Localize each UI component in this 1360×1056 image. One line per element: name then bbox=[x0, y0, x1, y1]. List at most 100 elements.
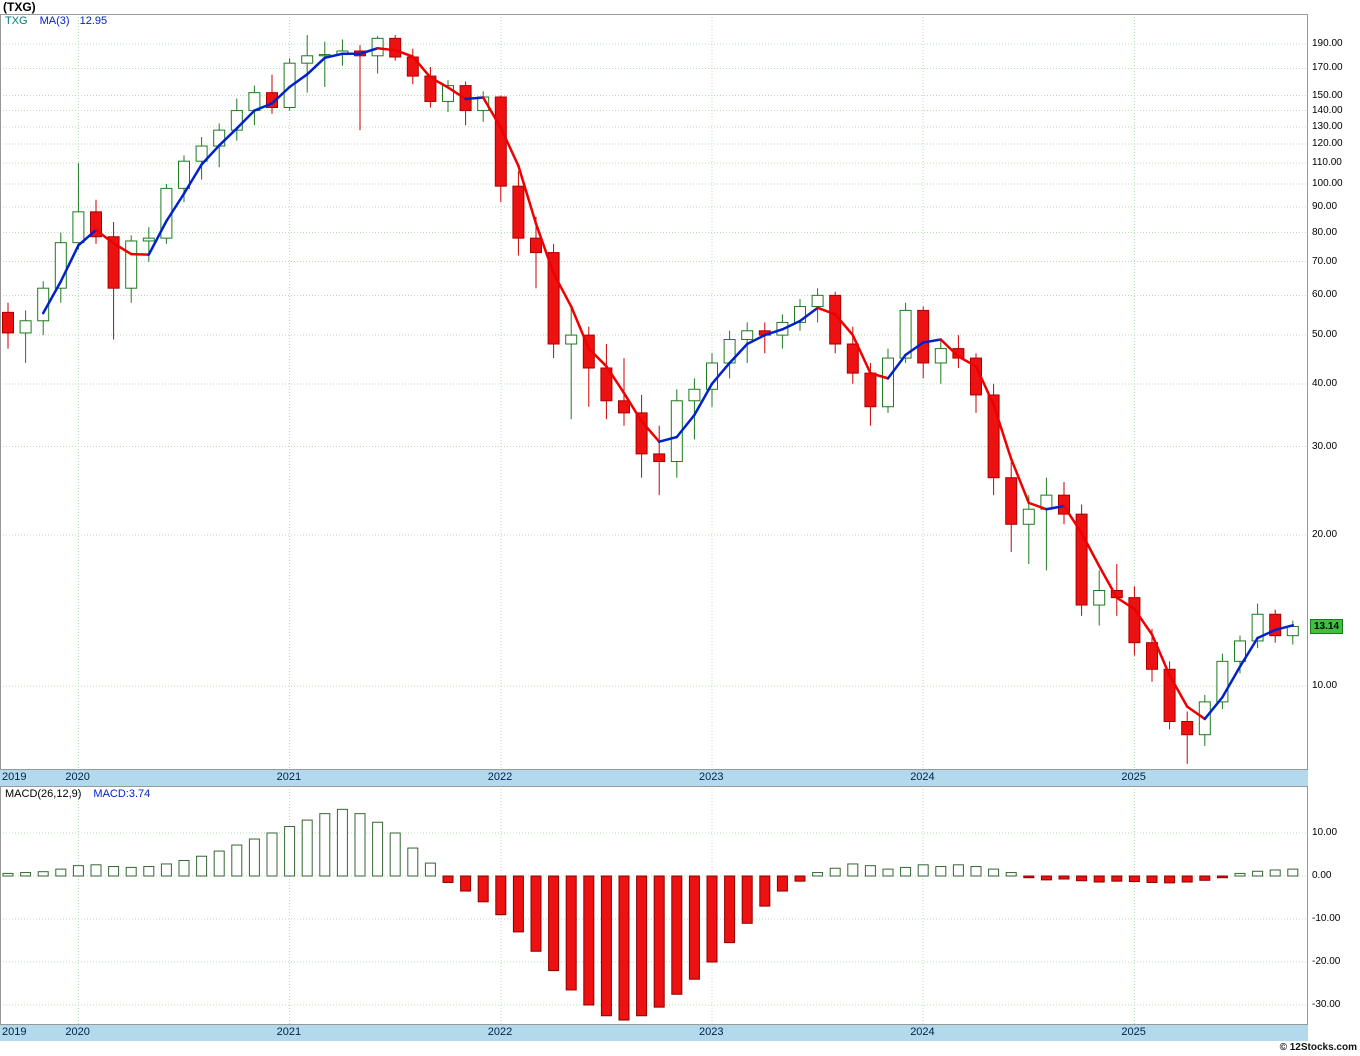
macd-axis-label: 10.00 bbox=[1312, 827, 1338, 838]
macd-legend: MACD(26,12,9) MACD:3.74 bbox=[5, 788, 160, 800]
ma-segment bbox=[376, 46, 397, 52]
macd-bar bbox=[952, 864, 964, 877]
current-price-tag: 13.14 bbox=[1310, 618, 1344, 634]
macd-bar bbox=[477, 875, 489, 903]
candle-body bbox=[1022, 508, 1035, 525]
year-label: 2021 bbox=[276, 771, 302, 783]
macd-bar bbox=[618, 875, 630, 1021]
ma-segment bbox=[798, 306, 819, 323]
macd-bar bbox=[1111, 875, 1123, 882]
candle-body bbox=[54, 242, 67, 289]
macd-bar bbox=[460, 875, 472, 892]
candle-body bbox=[142, 237, 155, 242]
ma-segment bbox=[129, 252, 151, 256]
macd-bar bbox=[1093, 875, 1105, 883]
ma-segment bbox=[1062, 504, 1083, 535]
macd-bar bbox=[90, 864, 102, 877]
pane-borders bbox=[0, 14, 1308, 1025]
ma-segment bbox=[745, 333, 767, 346]
ma-segment bbox=[781, 319, 802, 331]
ma-segment bbox=[1168, 674, 1189, 708]
price-axis-label: 60.00 bbox=[1312, 289, 1338, 301]
price-axis-label: 190.00 bbox=[1312, 38, 1343, 49]
ma-segment bbox=[1150, 633, 1171, 677]
year-label: 2020 bbox=[65, 771, 90, 783]
candle-body bbox=[1234, 640, 1246, 662]
year-label: 2023 bbox=[699, 771, 724, 783]
price-axis-label: 140.00 bbox=[1312, 104, 1343, 116]
ma-segment bbox=[904, 341, 925, 357]
ma-segment bbox=[675, 413, 696, 439]
candle-body bbox=[1216, 660, 1229, 703]
page-title: (TXG) bbox=[3, 0, 36, 14]
macd-bar bbox=[671, 875, 683, 995]
ma-segment bbox=[569, 305, 591, 350]
macd-bar bbox=[600, 875, 612, 1017]
price-axis: 190.00 170.00 150.00 140.00 130.00 120.00 110.… bbox=[1312, 0, 1358, 1056]
macd-bar bbox=[776, 875, 788, 892]
ma-segment bbox=[851, 333, 872, 375]
macd-bar bbox=[829, 867, 841, 877]
macd-bar bbox=[583, 875, 595, 1006]
ma-segment bbox=[605, 365, 626, 395]
year-label: 2021 bbox=[276, 1026, 302, 1038]
candle-body bbox=[1005, 477, 1018, 525]
macd-bar bbox=[1005, 872, 1017, 877]
macd-bar bbox=[301, 819, 313, 877]
ma-segment bbox=[77, 228, 98, 247]
candle-body bbox=[547, 252, 560, 345]
price-legend: TXG MA(3) 12.95 bbox=[5, 15, 117, 27]
ma-segment bbox=[816, 306, 837, 316]
macd-axis-label: -30.00 bbox=[1312, 999, 1341, 1010]
ma-segment bbox=[992, 403, 1013, 461]
year-label: 2022 bbox=[487, 771, 513, 783]
year-label: 2019 bbox=[2, 771, 27, 783]
year-label: 2024 bbox=[910, 1026, 935, 1038]
price-axis-label: 80.00 bbox=[1312, 226, 1338, 238]
ma-segment bbox=[112, 242, 133, 256]
candle-body bbox=[917, 309, 930, 364]
ma-segment bbox=[59, 244, 80, 283]
ma-segment bbox=[217, 127, 239, 147]
macd-bar bbox=[970, 866, 982, 877]
ma-segment bbox=[147, 219, 168, 256]
macd-bar bbox=[1252, 870, 1264, 877]
macd-bar bbox=[160, 863, 172, 877]
ma-segment bbox=[358, 46, 379, 56]
candle-body bbox=[1058, 494, 1070, 515]
price-axis-label: 30.00 bbox=[1312, 440, 1338, 452]
candle-body bbox=[178, 160, 190, 189]
macd-bar bbox=[495, 875, 507, 916]
macd-bar bbox=[1216, 875, 1228, 879]
macd-bar bbox=[407, 847, 419, 877]
ma-segment bbox=[481, 96, 503, 130]
ma-segment bbox=[1256, 628, 1277, 640]
ma-segment bbox=[41, 280, 63, 315]
ma-segment bbox=[1080, 531, 1101, 568]
candle-body bbox=[530, 237, 542, 254]
macd-bar bbox=[319, 813, 331, 877]
candle-body bbox=[952, 348, 965, 359]
macd-bar bbox=[248, 838, 260, 877]
candle-body bbox=[1128, 597, 1141, 644]
price-axis-label: 70.00 bbox=[1312, 255, 1338, 267]
ma-segment bbox=[886, 353, 907, 380]
macd-bar bbox=[548, 875, 560, 972]
candle-body bbox=[864, 372, 877, 408]
macd-histogram bbox=[2, 808, 1299, 1021]
ma-segment bbox=[869, 371, 890, 380]
ma-segment bbox=[693, 382, 714, 417]
macd-bar bbox=[724, 875, 736, 944]
ma-segment bbox=[552, 272, 573, 308]
candle-body bbox=[301, 55, 314, 64]
current-price-value: 13.14 bbox=[1314, 620, 1340, 632]
candle-body bbox=[1163, 668, 1176, 723]
macd-bar bbox=[759, 875, 771, 907]
macd-bar bbox=[213, 850, 225, 877]
ma-segment bbox=[1273, 624, 1295, 632]
macd-bar bbox=[266, 832, 278, 877]
price-axis-label: 20.00 bbox=[1312, 528, 1338, 540]
year-label: 2025 bbox=[1121, 1026, 1146, 1038]
ma-segment bbox=[464, 96, 485, 101]
